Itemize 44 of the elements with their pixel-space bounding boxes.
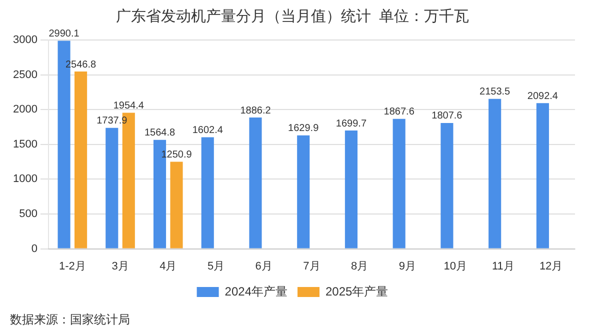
- data-label: 2092.4: [527, 90, 558, 102]
- data-label: 1807.6: [432, 110, 463, 122]
- bar: [536, 103, 549, 248]
- data-label: 2990.1: [48, 28, 80, 40]
- bar: [106, 128, 118, 248]
- x-tick-label: 12月: [539, 260, 563, 272]
- y-tick-label: 2000: [12, 104, 38, 116]
- bar: [201, 137, 214, 248]
- x-tick-label: 9月: [398, 260, 416, 272]
- data-label: 1886.2: [240, 105, 272, 116]
- bar: [392, 118, 406, 248]
- data-label: 1629.9: [288, 123, 320, 134]
- legend-label: 2024年产量: [224, 284, 288, 298]
- bar: [297, 135, 310, 248]
- bar: [440, 122, 454, 248]
- data-label: 1699.7: [336, 118, 367, 130]
- data-label: 1867.6: [384, 106, 415, 118]
- x-tick-label: 3月: [112, 260, 129, 272]
- data-label: 1564.8: [144, 128, 176, 139]
- x-tick-label: 5月: [207, 260, 225, 272]
- bar: [170, 162, 183, 248]
- x-tick-label: 7月: [303, 260, 320, 272]
- y-tick-label: 3000: [12, 34, 38, 46]
- y-tick-label: 1500: [12, 138, 38, 150]
- x-tick-label: 11月: [492, 260, 514, 272]
- x-tick-label: 8月: [351, 260, 368, 272]
- bar: [249, 118, 262, 248]
- y-tick-label: 1000: [12, 173, 38, 186]
- legend-label: 2025年产量: [326, 284, 388, 298]
- data-label: 2153.5: [480, 86, 511, 98]
- y-tick-label: 2500: [12, 68, 38, 81]
- x-tick-label: 4月: [160, 260, 177, 272]
- data-label: 1954.4: [113, 100, 144, 112]
- bar: [488, 98, 502, 248]
- x-tick-label: 10月: [444, 260, 467, 272]
- x-tick-label: 1-2月: [58, 260, 86, 272]
- bar: [344, 130, 358, 248]
- data-label: 1602.4: [192, 125, 224, 136]
- y-tick-label: 500: [19, 208, 38, 220]
- chart-title: 广东省发动机产量分月（当月值）统计 单位：万千瓦: [116, 8, 470, 26]
- bar: [74, 72, 88, 248]
- y-tick-label: 0: [31, 242, 38, 255]
- x-tick-label: 6月: [255, 260, 272, 272]
- source-note: 数据来源：国家统计局: [10, 312, 130, 326]
